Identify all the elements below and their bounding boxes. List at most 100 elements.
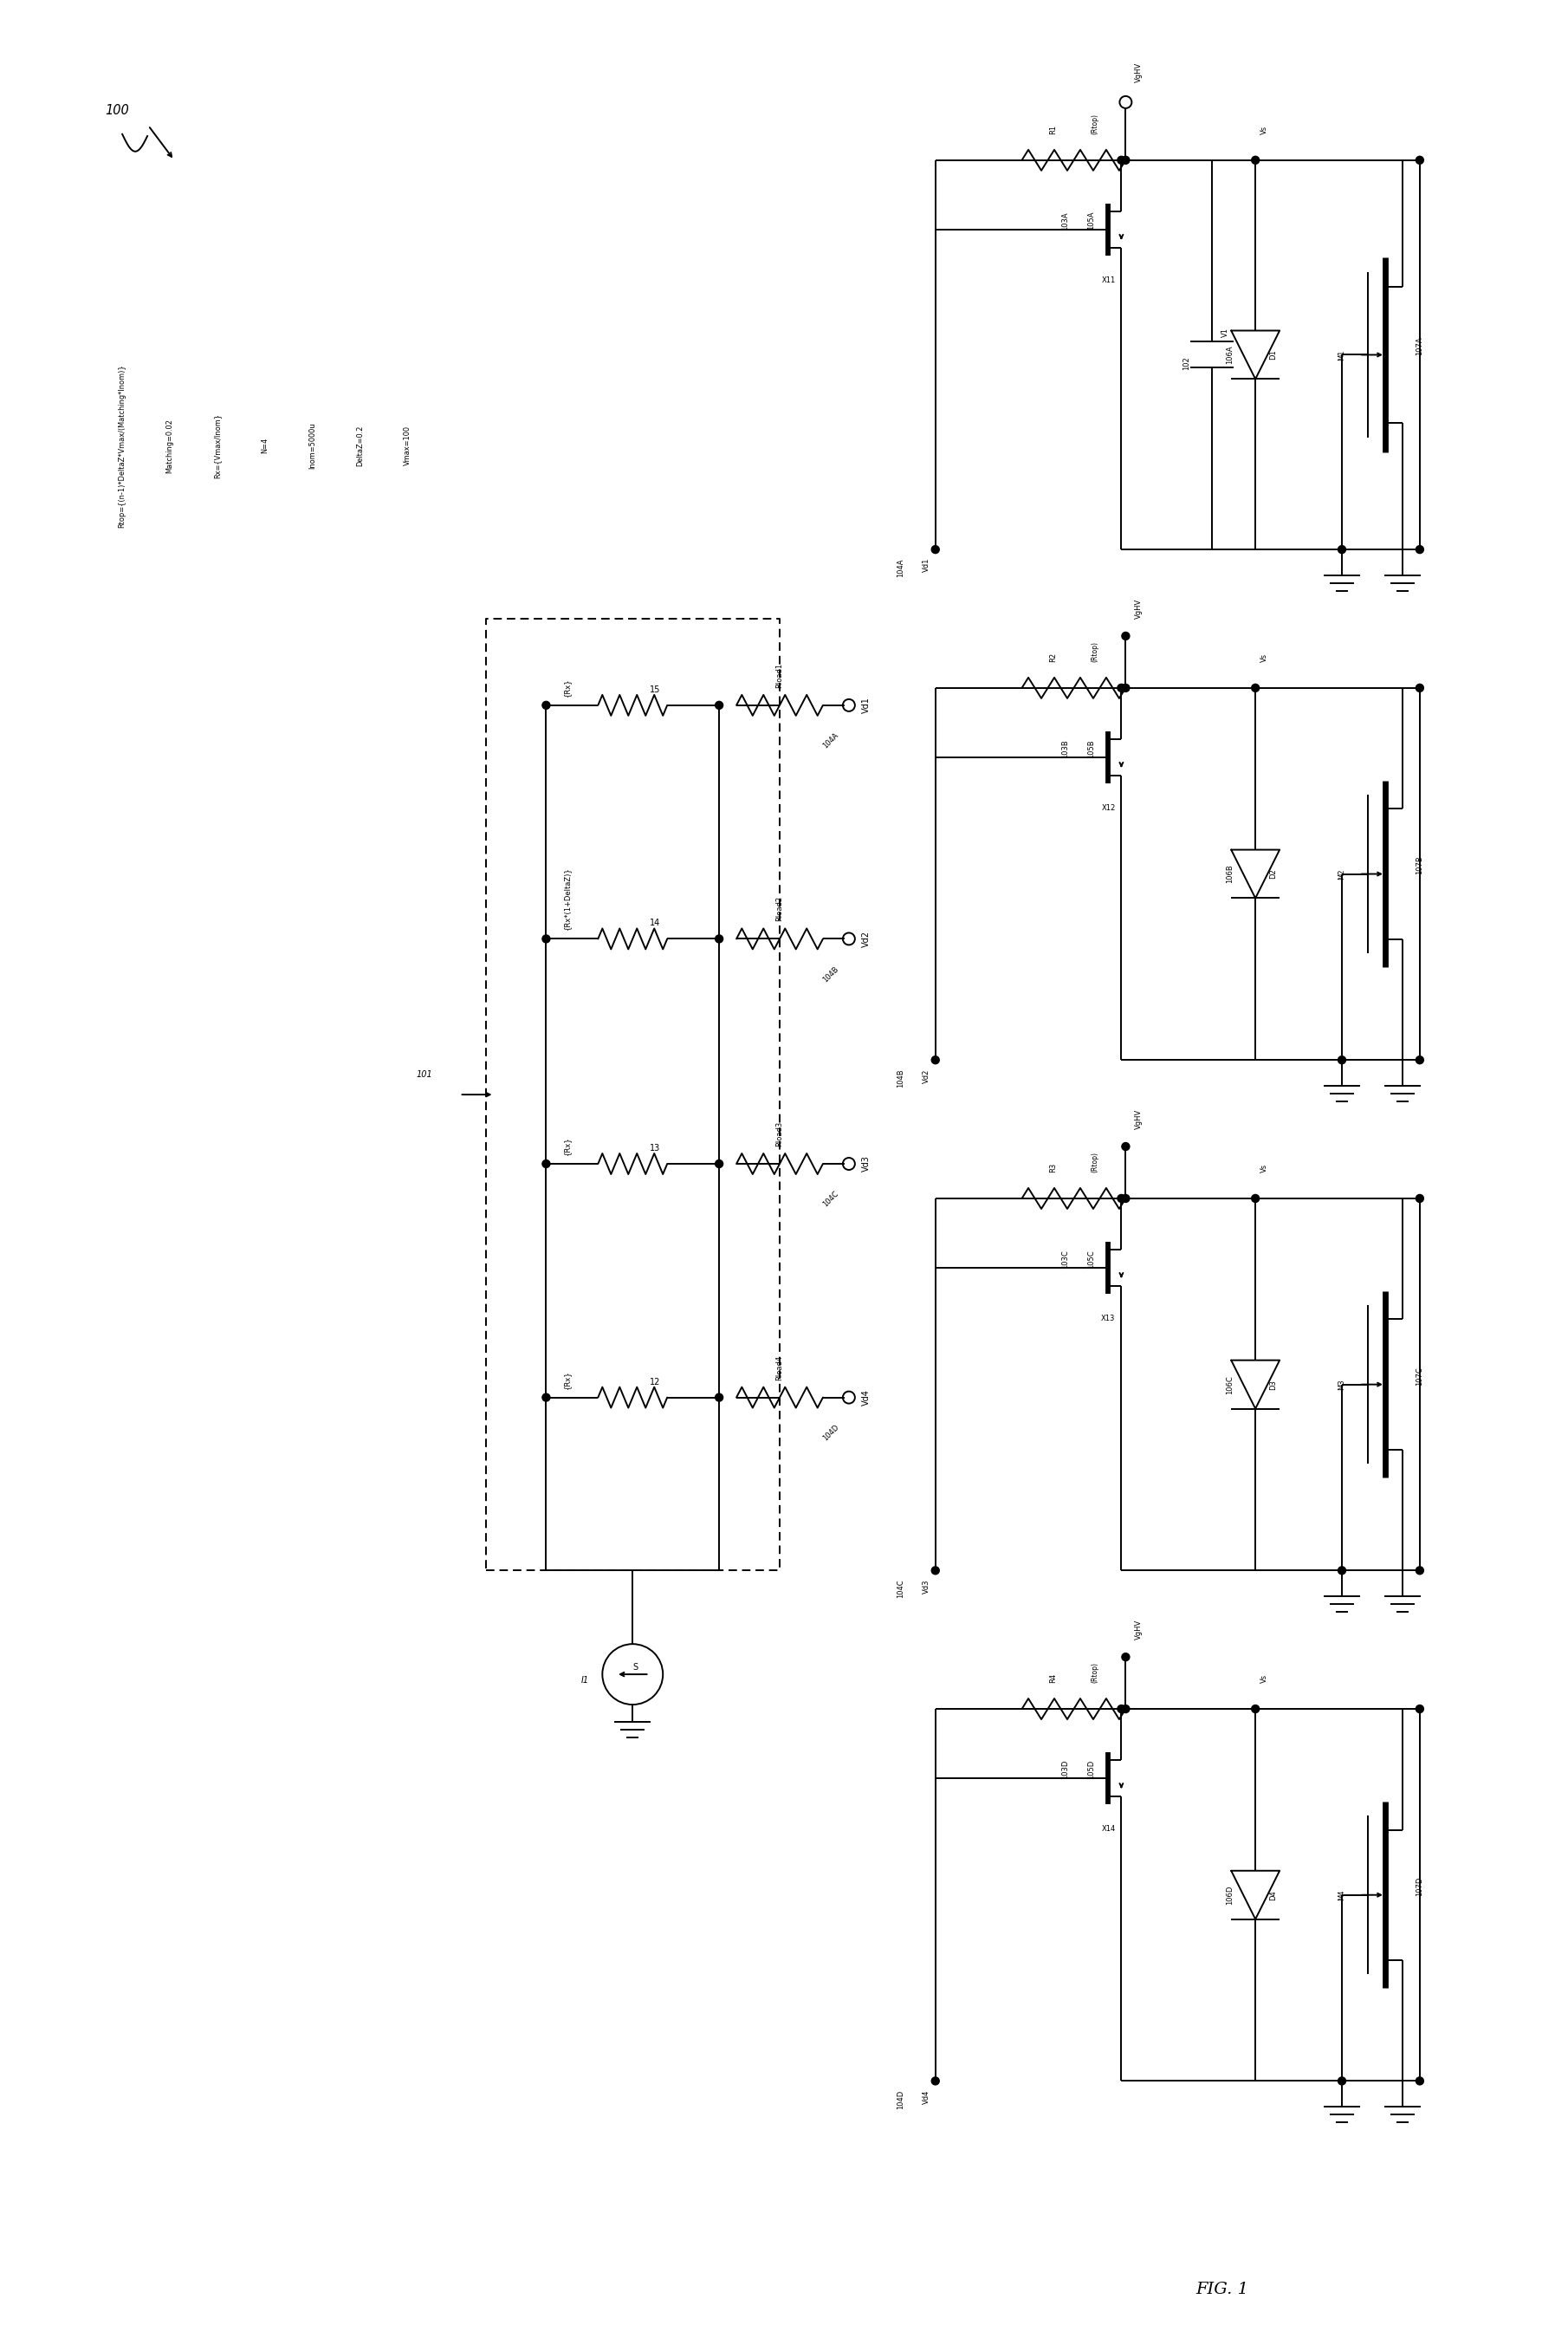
Circle shape	[931, 545, 939, 552]
Text: 100: 100	[105, 103, 129, 118]
Text: 104B: 104B	[822, 964, 840, 983]
Text: Inom=5000u: Inom=5000u	[309, 423, 317, 468]
Text: V1: V1	[1221, 329, 1229, 339]
Circle shape	[1338, 545, 1345, 552]
Circle shape	[1338, 2076, 1345, 2085]
Circle shape	[715, 936, 723, 943]
Text: VgHV: VgHV	[1135, 1620, 1143, 1639]
Text: 105A: 105A	[1087, 212, 1094, 230]
Text: VgHV: VgHV	[1135, 1110, 1143, 1128]
Text: 104C: 104C	[822, 1190, 840, 1208]
Text: M3: M3	[1338, 1380, 1345, 1389]
Text: Rx={Vmax/Inom}: Rx={Vmax/Inom}	[213, 414, 221, 477]
Text: {Rx*(1+DeltaZ)}: {Rx*(1+DeltaZ)}	[563, 868, 571, 931]
Text: 104A: 104A	[897, 557, 905, 576]
Text: R2: R2	[1049, 651, 1057, 663]
Text: Rtop={(n-1)*DeltaZ*Vmax/(Matching*Inom)}: Rtop={(n-1)*DeltaZ*Vmax/(Matching*Inom)}	[119, 364, 125, 527]
Circle shape	[543, 701, 550, 710]
Text: 103C: 103C	[1062, 1251, 1069, 1270]
Text: 107A: 107A	[1416, 336, 1424, 355]
Text: 102: 102	[1182, 357, 1190, 371]
Text: Vd3: Vd3	[924, 1580, 931, 1594]
Text: 101: 101	[417, 1070, 433, 1079]
Circle shape	[1251, 155, 1259, 165]
Text: Vs: Vs	[1261, 125, 1269, 134]
Text: 13: 13	[649, 1145, 660, 1152]
Text: M4: M4	[1338, 1890, 1345, 1900]
Circle shape	[715, 1159, 723, 1168]
Text: {Rx}: {Rx}	[563, 1371, 571, 1389]
Text: 15: 15	[649, 686, 660, 694]
Text: DeltaZ=0.2: DeltaZ=0.2	[356, 426, 364, 465]
Text: 103A: 103A	[1062, 212, 1069, 230]
Text: Vd1: Vd1	[924, 557, 931, 571]
Circle shape	[1121, 1704, 1129, 1714]
Circle shape	[1251, 1704, 1259, 1714]
Circle shape	[1416, 1704, 1424, 1714]
Text: M2: M2	[1338, 868, 1345, 879]
Text: 106C: 106C	[1226, 1375, 1234, 1394]
Circle shape	[1121, 1194, 1129, 1201]
Text: {Rx}: {Rx}	[563, 677, 571, 696]
Text: 107B: 107B	[1416, 856, 1424, 875]
Circle shape	[1118, 684, 1126, 691]
Text: Rload4: Rload4	[776, 1354, 784, 1380]
Text: Vd2: Vd2	[862, 931, 870, 947]
Circle shape	[543, 1394, 550, 1401]
Text: D1: D1	[1269, 350, 1276, 360]
Text: 105D: 105D	[1087, 1761, 1094, 1780]
Circle shape	[1416, 1566, 1424, 1575]
Text: Vmax=100: Vmax=100	[405, 426, 412, 465]
Text: Vd3: Vd3	[862, 1157, 870, 1173]
Circle shape	[715, 1394, 723, 1401]
Circle shape	[1338, 1056, 1345, 1065]
Text: Rload2: Rload2	[776, 896, 784, 922]
Text: (Rtop): (Rtop)	[1091, 642, 1099, 663]
Circle shape	[1416, 545, 1424, 552]
Text: Rload1: Rload1	[776, 663, 784, 689]
Circle shape	[1416, 684, 1424, 691]
Text: M1: M1	[1338, 350, 1345, 360]
Text: VgHV: VgHV	[1135, 600, 1143, 618]
Text: 106B: 106B	[1226, 865, 1234, 884]
Circle shape	[1416, 155, 1424, 165]
Circle shape	[1251, 1194, 1259, 1201]
Circle shape	[1338, 1566, 1345, 1575]
Text: 104D: 104D	[822, 1422, 840, 1444]
Text: 105C: 105C	[1087, 1251, 1094, 1270]
Circle shape	[1118, 1704, 1126, 1714]
Circle shape	[1118, 1194, 1126, 1201]
Text: (Rtop): (Rtop)	[1091, 113, 1099, 134]
Circle shape	[1118, 155, 1126, 165]
Circle shape	[931, 2076, 939, 2085]
Text: N=4: N=4	[262, 437, 270, 454]
Text: X14: X14	[1101, 1824, 1115, 1834]
Circle shape	[931, 1566, 939, 1575]
Text: D3: D3	[1269, 1380, 1276, 1389]
Text: R1: R1	[1049, 125, 1057, 134]
Text: Vd1: Vd1	[862, 696, 870, 712]
Text: 103B: 103B	[1062, 738, 1069, 757]
Text: 107D: 107D	[1416, 1876, 1424, 1895]
Text: D2: D2	[1269, 870, 1276, 879]
Circle shape	[1251, 684, 1259, 691]
Text: R3: R3	[1049, 1164, 1057, 1173]
Text: I1: I1	[580, 1676, 588, 1686]
Text: Vd4: Vd4	[924, 2090, 931, 2104]
Circle shape	[1416, 1194, 1424, 1201]
Circle shape	[931, 1056, 939, 1065]
Text: 106A: 106A	[1226, 346, 1234, 364]
Circle shape	[1121, 684, 1129, 691]
Text: {Rx}: {Rx}	[563, 1136, 571, 1154]
Text: 103D: 103D	[1062, 1761, 1069, 1780]
Text: D4: D4	[1269, 1890, 1276, 1900]
Text: Vs: Vs	[1261, 1164, 1269, 1173]
Text: 104D: 104D	[897, 2090, 905, 2109]
Text: 106D: 106D	[1226, 1886, 1234, 1904]
Text: 104A: 104A	[822, 731, 840, 750]
Text: 107C: 107C	[1416, 1366, 1424, 1385]
Text: 14: 14	[649, 919, 660, 929]
Text: Matching=0.02: Matching=0.02	[166, 418, 174, 473]
Text: Vd4: Vd4	[862, 1389, 870, 1406]
Text: FIG. 1: FIG. 1	[1196, 2283, 1248, 2297]
